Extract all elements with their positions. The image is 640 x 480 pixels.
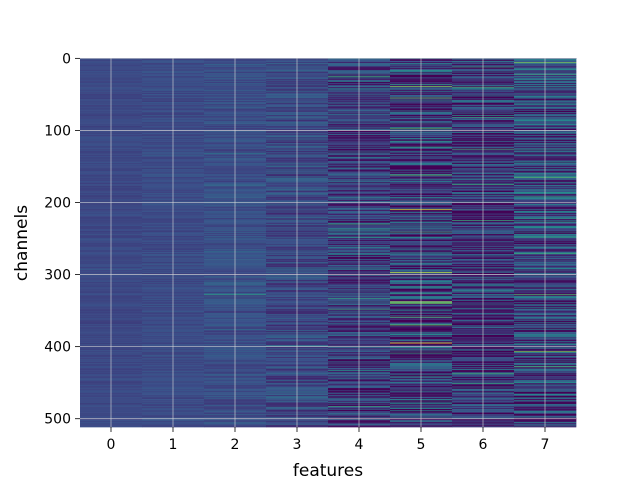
y-tick-label: 500 — [44, 412, 71, 428]
grid-lines — [80, 57, 576, 427]
x-tick-label: 2 — [231, 437, 240, 453]
y-axis-label: channels — [12, 205, 32, 281]
x-axis-label: features — [293, 461, 363, 480]
x-tick-label: 0 — [107, 437, 116, 453]
y-tick-label: 100 — [44, 123, 71, 139]
x-axis-ticks: 0 1 2 3 4 5 6 7 — [107, 427, 550, 453]
x-tick-label: 7 — [541, 437, 550, 453]
x-tick-label: 1 — [169, 437, 178, 453]
x-tick-label: 6 — [479, 437, 488, 453]
y-tick-label: 300 — [44, 268, 71, 284]
y-tick-label: 200 — [44, 196, 71, 212]
x-tick-label: 4 — [355, 437, 364, 453]
y-tick-label: 400 — [44, 340, 71, 356]
heatmap-cells — [80, 58, 577, 428]
x-tick-label: 5 — [417, 437, 426, 453]
x-tick-label: 3 — [293, 437, 302, 453]
y-tick-label: 0 — [62, 51, 71, 67]
y-axis-ticks: 0 100 200 300 400 500 — [44, 51, 80, 428]
